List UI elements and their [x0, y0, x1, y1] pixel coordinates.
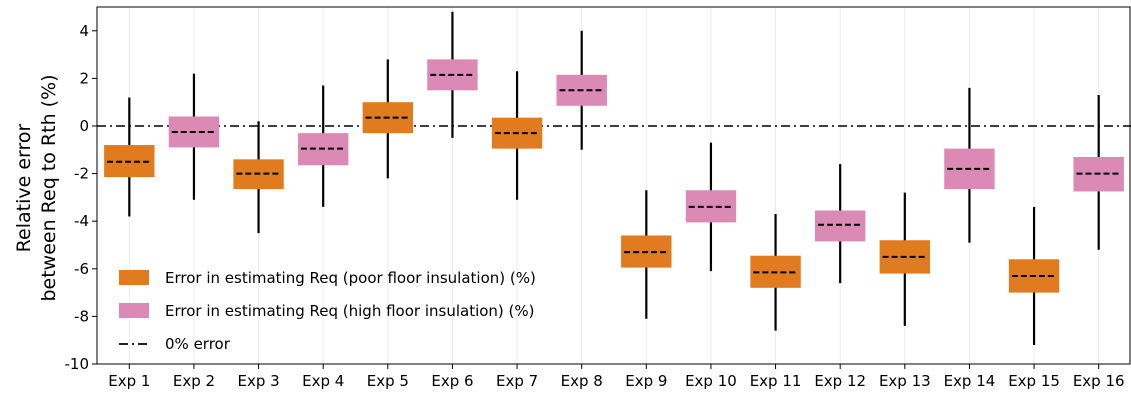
x-tick-label: Exp 2	[173, 372, 215, 390]
x-tick-label: Exp 9	[625, 372, 667, 390]
legend-label: Error in estimating Req (high floor insu…	[165, 302, 535, 320]
axes-layer: -10 -8 -6 -4 -2 0 2 4 Exp 1 Exp 2 Exp 3 Exp 4 Exp 5 E…	[65, 6, 1131, 390]
y-axis-label: Relative error between Req to Rth (%)	[13, 74, 60, 301]
box-exp-4	[297, 85, 349, 207]
y-tick-label: -2	[74, 165, 89, 183]
y-axis-label-line-2: between Req to Rth (%)	[38, 74, 60, 301]
legend-swatch	[119, 303, 149, 318]
x-tick-label: Exp 12	[814, 372, 866, 390]
box-exp-12	[814, 164, 866, 284]
y-tick-label: 4	[79, 22, 89, 40]
x-tick-label: Exp 14	[944, 372, 996, 390]
x-tick-label: Exp 15	[1008, 372, 1060, 390]
x-tick-label: Exp 3	[237, 372, 279, 390]
y-axis-label-line-1: Relative error	[13, 123, 35, 252]
box-exp-10	[685, 142, 737, 272]
y-tick-label: 2	[79, 69, 89, 87]
x-tick-label: Exp 5	[367, 372, 409, 390]
y-tick-label: -4	[74, 212, 89, 230]
y-tick-label: -10	[65, 355, 90, 373]
box-exp-7	[491, 71, 543, 200]
box-exp-13	[879, 192, 931, 326]
box-exp-14	[944, 87, 995, 243]
x-tick-label: Exp 11	[750, 372, 802, 390]
x-tick-label: Exp 7	[496, 372, 538, 390]
box-exp-16	[1073, 95, 1124, 250]
x-tick-label: Exp 4	[302, 372, 344, 390]
legend-swatch	[119, 270, 149, 285]
x-tick-label: Exp 16	[1073, 372, 1125, 390]
box-exp-6	[427, 11, 478, 138]
box-exp-11	[750, 214, 801, 331]
legend: Error in estimating Req (poor floor insu…	[119, 269, 536, 353]
box-exp-5	[362, 59, 414, 179]
box-exp-2	[168, 73, 220, 200]
x-tick-label: Exp 13	[879, 372, 931, 390]
box-exp-3	[233, 121, 284, 234]
x-tick-label: Exp 1	[108, 372, 150, 390]
box-exp-15	[1008, 206, 1060, 345]
legend-label: 0% error	[165, 335, 231, 353]
y-tick-label: 0	[79, 117, 89, 135]
legend-label: Error in estimating Req (poor floor insu…	[165, 269, 536, 287]
y-tick-label: -8	[74, 307, 89, 325]
x-tick-label: Exp 6	[431, 372, 473, 390]
box-exp-8	[556, 30, 607, 150]
x-tick-label: Exp 8	[561, 372, 603, 390]
box-exp-1	[104, 97, 155, 217]
box-iqr	[814, 210, 866, 242]
x-tick-label: Exp 10	[685, 372, 737, 390]
y-tick-label: -6	[74, 260, 89, 278]
boxes-layer	[104, 11, 1124, 345]
box-exp-9	[621, 190, 672, 319]
plot-frame	[96, 6, 1131, 365]
